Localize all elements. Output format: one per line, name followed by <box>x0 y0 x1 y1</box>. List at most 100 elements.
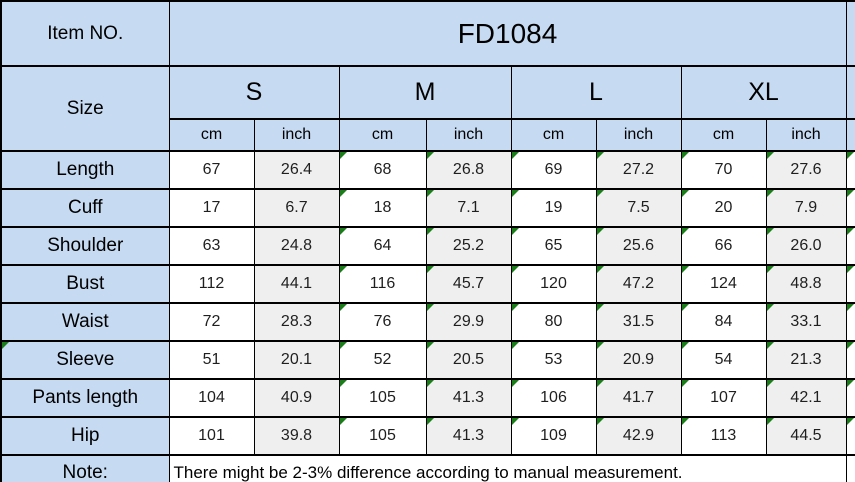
cm-value-cell: 65 <box>510 226 597 266</box>
cutoff-column-cell <box>845 188 855 228</box>
cutoff-column-cell <box>845 226 855 266</box>
cutoff-column-cell <box>845 302 855 342</box>
item-no-label: Item NO. <box>0 0 170 67</box>
table-header: Item NO. FD1084 Size S M L XL cm inch cm… <box>0 0 855 152</box>
cm-value-cell: 84 <box>680 302 767 342</box>
note-text: There might be 2-3% difference according… <box>168 454 847 482</box>
cutoff-column-cell <box>845 118 855 152</box>
unit-header-row: cm inch cm inch cm inch cm inch <box>1 118 855 152</box>
inch-value-cell: 42.1 <box>765 378 847 418</box>
inch-value-cell: 44.1 <box>253 264 340 304</box>
cutoff-column-cell <box>845 264 855 304</box>
inch-value-cell: 41.3 <box>425 378 512 418</box>
inch-value-cell: 7.1 <box>425 188 512 228</box>
cm-value-cell: 105 <box>338 378 427 418</box>
inch-value-cell: 33.1 <box>765 302 847 342</box>
measurement-row: Sleeve 51 20.1 52 20.5 53 20.9 54 21.3 <box>0 340 855 380</box>
unit-header: inch <box>425 118 512 152</box>
cm-value-cell: 124 <box>680 264 767 304</box>
size-group-m: M <box>338 65 512 120</box>
inch-value-cell: 25.2 <box>425 226 512 266</box>
cm-value-cell: 20 <box>680 188 767 228</box>
inch-value-cell: 26.4 <box>253 150 340 190</box>
measurement-row: Pants length 104 40.9 105 41.3 106 41.7 107 42.1 <box>0 378 855 418</box>
measurement-label: Hip <box>0 416 170 456</box>
inch-value-cell: 21.3 <box>765 340 847 380</box>
cm-value-cell: 104 <box>168 378 255 418</box>
size-group-row: Size S M L XL <box>0 65 855 152</box>
cm-value-cell: 113 <box>680 416 767 456</box>
inch-value-cell: 29.9 <box>425 302 512 342</box>
inch-value-cell: 48.8 <box>765 264 847 304</box>
measurement-label: Cuff <box>0 188 170 228</box>
size-group-l: L <box>510 65 682 120</box>
inch-value-cell: 20.9 <box>595 340 682 380</box>
cm-value-cell: 63 <box>168 226 255 266</box>
inch-value-cell: 28.3 <box>253 302 340 342</box>
measurement-row: Shoulder 63 24.8 64 25.2 65 25.6 66 26.0 <box>0 226 855 266</box>
cm-value-cell: 112 <box>168 264 255 304</box>
cm-value-cell: 64 <box>338 226 427 266</box>
inch-value-cell: 44.5 <box>765 416 847 456</box>
cm-value-cell: 52 <box>338 340 427 380</box>
inch-value-cell: 7.9 <box>765 188 847 228</box>
cm-value-cell: 101 <box>168 416 255 456</box>
cm-value-cell: 53 <box>510 340 597 380</box>
inch-value-cell: 41.7 <box>595 378 682 418</box>
cm-value-cell: 51 <box>168 340 255 380</box>
cm-value-cell: 69 <box>510 150 597 190</box>
cm-value-cell: 72 <box>168 302 255 342</box>
measurement-label: Waist <box>0 302 170 342</box>
inch-value-cell: 42.9 <box>595 416 682 456</box>
measurement-label: Sleeve <box>0 340 170 380</box>
inch-value-cell: 27.2 <box>595 150 682 190</box>
measurement-row: Waist 72 28.3 76 29.9 80 31.5 84 33.1 <box>0 302 855 342</box>
unit-header: cm <box>338 118 427 152</box>
item-row: Item NO. FD1084 <box>0 0 855 67</box>
table-footer: Note: There might be 2-3% difference acc… <box>0 454 855 482</box>
measurement-label: Length <box>0 150 170 190</box>
size-group-s: S <box>168 65 340 120</box>
cutoff-column-cell <box>845 454 855 482</box>
unit-header: inch <box>595 118 682 152</box>
note-label: Note: <box>0 454 170 482</box>
cm-value-cell: 109 <box>510 416 597 456</box>
measurement-label: Bust <box>0 264 170 304</box>
measurement-row: Hip 101 39.8 105 41.3 109 42.9 113 44.5 <box>0 416 855 456</box>
inch-value-cell: 41.3 <box>425 416 512 456</box>
cm-value-cell: 120 <box>510 264 597 304</box>
cm-value-cell: 107 <box>680 378 767 418</box>
cutoff-column-cell <box>845 340 855 380</box>
cm-value-cell: 106 <box>510 378 597 418</box>
cm-value-cell: 116 <box>338 264 427 304</box>
inch-value-cell: 27.6 <box>765 150 847 190</box>
unit-header: inch <box>253 118 340 152</box>
inch-value-cell: 26.8 <box>425 150 512 190</box>
inch-value-cell: 6.7 <box>253 188 340 228</box>
measurement-label: Shoulder <box>0 226 170 266</box>
inch-value-cell: 7.5 <box>595 188 682 228</box>
cm-value-cell: 80 <box>510 302 597 342</box>
size-label: Size <box>0 65 170 152</box>
measurement-row: Cuff 17 6.7 18 7.1 19 7.5 20 7.9 <box>0 188 855 228</box>
cm-value-cell: 54 <box>680 340 767 380</box>
inch-value-cell: 45.7 <box>425 264 512 304</box>
cutoff-column-cell <box>845 378 855 418</box>
unit-header: inch <box>765 118 847 152</box>
inch-value-cell: 20.1 <box>253 340 340 380</box>
cm-value-cell: 76 <box>338 302 427 342</box>
cm-value-cell: 66 <box>680 226 767 266</box>
item-no-value: FD1084 <box>168 0 847 67</box>
unit-header: cm <box>168 118 255 152</box>
inch-value-cell: 31.5 <box>595 302 682 342</box>
cm-value-cell: 105 <box>338 416 427 456</box>
inch-value-cell: 26.0 <box>765 226 847 266</box>
cutoff-column-cell <box>845 0 855 67</box>
cm-value-cell: 19 <box>510 188 597 228</box>
inch-value-cell: 47.2 <box>595 264 682 304</box>
cutoff-column-cell <box>845 150 855 190</box>
inch-value-cell: 25.6 <box>595 226 682 266</box>
measurement-row: Bust 112 44.1 116 45.7 120 47.2 124 48.8 <box>0 264 855 304</box>
inch-value-cell: 24.8 <box>253 226 340 266</box>
